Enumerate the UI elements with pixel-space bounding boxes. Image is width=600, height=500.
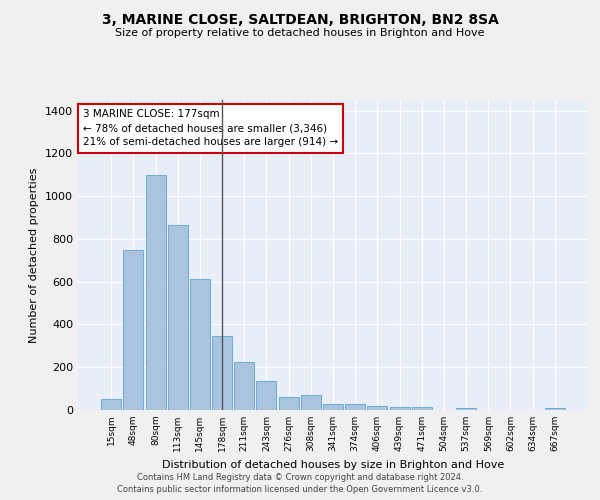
Text: 3 MARINE CLOSE: 177sqm
← 78% of detached houses are smaller (3,346)
21% of semi-: 3 MARINE CLOSE: 177sqm ← 78% of detached… xyxy=(83,110,338,148)
Bar xyxy=(323,404,343,410)
Bar xyxy=(456,408,476,410)
Bar xyxy=(345,404,365,410)
Bar xyxy=(545,408,565,410)
X-axis label: Distribution of detached houses by size in Brighton and Hove: Distribution of detached houses by size … xyxy=(162,460,504,469)
Bar xyxy=(168,225,188,410)
Bar xyxy=(278,397,299,410)
Bar xyxy=(412,407,432,410)
Bar xyxy=(190,278,210,410)
Bar xyxy=(367,406,388,410)
Bar xyxy=(389,408,410,410)
Bar xyxy=(146,175,166,410)
Bar xyxy=(234,362,254,410)
Bar xyxy=(212,336,232,410)
Text: Contains HM Land Registry data © Crown copyright and database right 2024.: Contains HM Land Registry data © Crown c… xyxy=(137,472,463,482)
Text: Size of property relative to detached houses in Brighton and Hove: Size of property relative to detached ho… xyxy=(115,28,485,38)
Bar xyxy=(301,395,321,410)
Text: Contains public sector information licensed under the Open Government Licence v3: Contains public sector information licen… xyxy=(118,485,482,494)
Bar xyxy=(256,381,277,410)
Bar xyxy=(101,400,121,410)
Bar xyxy=(124,250,143,410)
Y-axis label: Number of detached properties: Number of detached properties xyxy=(29,168,40,342)
Text: 3, MARINE CLOSE, SALTDEAN, BRIGHTON, BN2 8SA: 3, MARINE CLOSE, SALTDEAN, BRIGHTON, BN2… xyxy=(101,12,499,26)
